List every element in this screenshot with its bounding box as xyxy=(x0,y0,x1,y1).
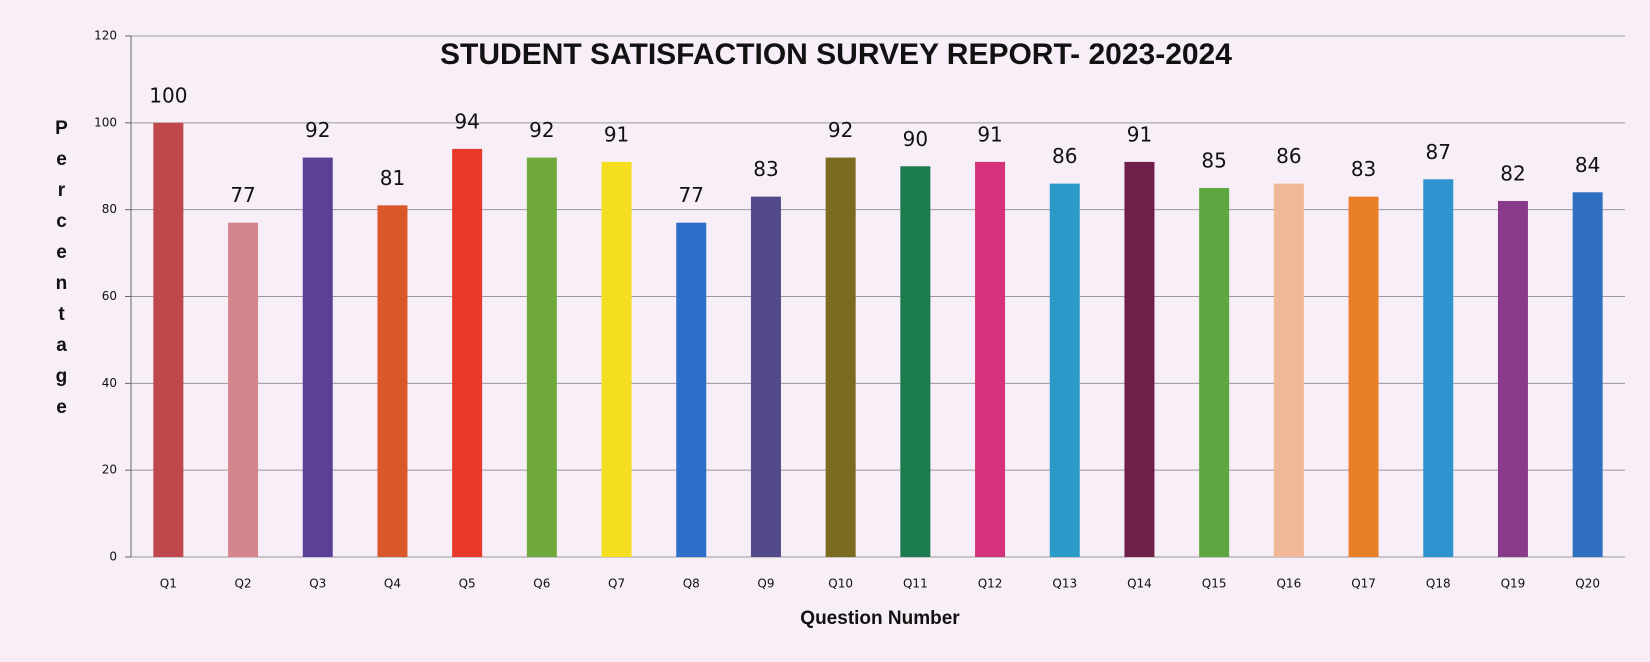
bar xyxy=(900,166,931,557)
bar xyxy=(1124,161,1155,558)
value-label: 83 xyxy=(1351,157,1376,181)
x-tick-label: Q4 xyxy=(384,577,401,591)
x-tick-label: Q1 xyxy=(160,577,177,591)
y-tick-label: 20 xyxy=(102,463,117,477)
value-label: 90 xyxy=(903,127,928,151)
y-tick-label: 120 xyxy=(94,29,117,43)
x-tick-label: Q9 xyxy=(757,577,774,591)
bar xyxy=(750,196,781,557)
y-tick-label: 100 xyxy=(94,115,117,129)
x-tick-label: Q8 xyxy=(683,577,700,591)
value-label: 92 xyxy=(529,118,554,142)
value-label: 83 xyxy=(753,157,778,181)
value-label: 91 xyxy=(977,122,1002,146)
bar xyxy=(1348,196,1379,557)
value-label: 87 xyxy=(1426,140,1451,164)
y-tick-label: 40 xyxy=(102,376,117,390)
value-label: 84 xyxy=(1575,153,1600,177)
value-label: 91 xyxy=(1127,122,1152,146)
value-label: 94 xyxy=(454,109,479,133)
x-tick-label: Q2 xyxy=(235,577,252,591)
value-label: 77 xyxy=(679,183,704,207)
y-tick-label: 0 xyxy=(109,550,117,564)
y-tick-label: 60 xyxy=(102,289,117,303)
x-axis-label: Question Number xyxy=(800,608,960,629)
x-tick-label: Q14 xyxy=(1127,577,1152,591)
bar xyxy=(452,148,483,557)
y-tick-label: 80 xyxy=(102,202,117,216)
bar xyxy=(676,222,707,558)
bar xyxy=(153,122,184,557)
x-tick-label: Q19 xyxy=(1501,577,1526,591)
chart-title: STUDENT SATISFACTION SURVEY REPORT- 2023… xyxy=(440,38,1232,71)
x-tick-label: Q3 xyxy=(309,577,326,591)
value-label: 81 xyxy=(380,166,405,190)
y-axis-label: Percentage xyxy=(51,118,72,428)
value-label: 92 xyxy=(828,118,853,142)
value-label: 82 xyxy=(1500,161,1525,185)
bar xyxy=(302,157,333,558)
x-tick-label: Q6 xyxy=(533,577,550,591)
bar xyxy=(228,222,259,558)
bar xyxy=(1273,183,1304,557)
bar xyxy=(526,157,557,558)
value-label: 91 xyxy=(604,122,629,146)
bar xyxy=(1049,183,1080,557)
bar xyxy=(377,205,408,557)
bar xyxy=(1423,179,1454,557)
bar xyxy=(601,161,632,558)
bar xyxy=(1199,187,1230,558)
x-tick-label: Q5 xyxy=(459,577,476,591)
x-tick-label: Q12 xyxy=(978,577,1003,591)
value-label: 86 xyxy=(1052,144,1077,168)
x-tick-label: Q20 xyxy=(1575,577,1600,591)
value-label: 85 xyxy=(1201,148,1226,172)
x-tick-label: Q13 xyxy=(1052,577,1077,591)
bar xyxy=(1572,192,1603,558)
x-tick-label: Q15 xyxy=(1202,577,1227,591)
x-tick-label: Q11 xyxy=(903,577,928,591)
value-label: 86 xyxy=(1276,144,1301,168)
bar xyxy=(975,161,1006,558)
x-tick-label: Q10 xyxy=(828,577,853,591)
value-label: 100 xyxy=(149,83,187,107)
bar xyxy=(825,157,856,558)
value-label: 77 xyxy=(230,183,255,207)
x-tick-label: Q7 xyxy=(608,577,625,591)
x-tick-label: Q16 xyxy=(1276,577,1301,591)
x-tick-label: Q18 xyxy=(1426,577,1451,591)
bar xyxy=(1497,200,1528,557)
x-tick-label: Q17 xyxy=(1351,577,1376,591)
value-label: 92 xyxy=(305,118,330,142)
